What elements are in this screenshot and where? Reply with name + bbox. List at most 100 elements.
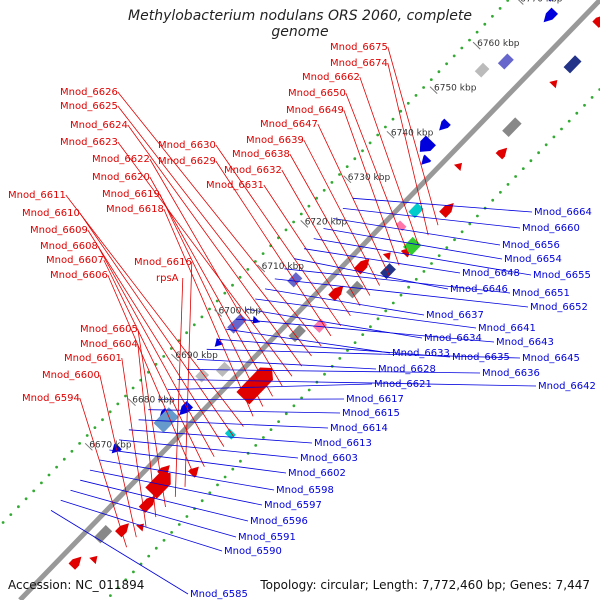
gene-label-reverse: Mnod_6656 (502, 240, 560, 251)
leader-line (274, 278, 529, 308)
guide-dot (116, 402, 120, 406)
gene-feature (563, 55, 582, 74)
gene-label-reverse: Mnod_6646 (450, 284, 508, 295)
gene-label-forward: Mnod_6623 (60, 137, 118, 148)
tick-label: 6670 kbp (89, 440, 132, 450)
tick-mark (472, 41, 481, 50)
guide-dot (491, 14, 494, 18)
tick-mark (214, 309, 223, 317)
leader-line (333, 218, 501, 246)
gene-feature (68, 556, 82, 570)
guide-dot (468, 222, 472, 226)
guide-dot (299, 212, 303, 216)
gene-feature (439, 118, 451, 131)
leader-line (284, 268, 511, 294)
gene-feature (224, 428, 236, 440)
leader-line (317, 123, 390, 276)
gene-feature (474, 62, 490, 78)
guide-dot (261, 252, 265, 256)
leader-line (387, 62, 429, 236)
gene-label-forward: Mnod_6608 (40, 241, 98, 252)
guide-dot (246, 268, 250, 271)
guide-dot (560, 127, 563, 131)
tick-mark (84, 442, 93, 451)
gene-label-reverse: Mnod_6648 (462, 268, 520, 279)
gene-feature (138, 495, 156, 513)
guide-dot (491, 198, 495, 202)
guide-dot (223, 475, 227, 479)
guide-dot (24, 497, 28, 501)
guide-dot (384, 309, 388, 313)
leader-line (127, 124, 303, 367)
topology-label: Topology: circular; Length: 7,772,460 bp… (260, 578, 590, 592)
gene-label-reverse: Mnod_6634 (424, 333, 482, 344)
leader-line (117, 91, 322, 347)
leader-line (226, 328, 391, 354)
gene-label-reverse: Mnod_6651 (512, 288, 570, 299)
gene-label-forward: Mnod_6624 (70, 120, 128, 131)
guide-dot (307, 204, 311, 208)
guide-dot (445, 62, 448, 66)
guide-dot (514, 175, 517, 178)
gene-label-reverse: Mnod_6628 (378, 364, 436, 375)
guide-dot (292, 220, 295, 224)
gene-feature (346, 280, 364, 299)
guide-dot (315, 196, 318, 200)
kbp-ticks: 6670 kbp 6680 kbp 6690 kbp 6700 kbp 6710 kbp… (84, 0, 563, 451)
gene-label-reverse: Mnod_6645 (522, 353, 580, 364)
leader-line (103, 259, 205, 467)
leader-line (167, 383, 373, 390)
guide-dot (414, 277, 418, 281)
guide-dot (55, 465, 58, 469)
leader-line (359, 76, 419, 246)
guide-dot (376, 133, 380, 137)
leader-line (174, 277, 184, 497)
gene-feature (592, 15, 600, 28)
guide-dot (254, 260, 257, 263)
gene-feature (287, 272, 303, 288)
guide-dot (391, 301, 395, 305)
guide-dot (177, 523, 181, 526)
gene-feature (227, 313, 247, 334)
gene-label-forward: Mnod_6618 (106, 204, 164, 215)
guide-dot (124, 394, 127, 398)
guide-dot (498, 6, 502, 10)
guide-dot (483, 22, 487, 26)
guide-dot (323, 372, 326, 376)
gene-label-reverse: Mnod_6598 (276, 485, 334, 496)
gene-feature (179, 401, 194, 416)
leader-line (184, 261, 193, 487)
guide-dot (93, 426, 97, 429)
gene-label-forward: Mnod_6616 (134, 257, 192, 268)
guide-dot (162, 538, 166, 542)
leader-line (148, 409, 341, 414)
guide-dot (445, 246, 449, 250)
gene-label-forward: Mnod_6609 (30, 225, 88, 236)
guide-dot (330, 181, 334, 184)
guide-dot (147, 554, 151, 558)
gene-label-reverse: Mnod_6591 (238, 532, 296, 543)
tick-label: 6740 kbp (391, 128, 434, 138)
guide-dot (552, 135, 556, 139)
gene-label-reverse: Mnod_6597 (264, 500, 322, 511)
guide-dot (521, 167, 525, 171)
guide-dot (429, 78, 433, 81)
guide-dot (338, 357, 342, 360)
guide-dot (9, 513, 13, 516)
gene-label-forward: Mnod_6611 (8, 190, 66, 201)
gene-label-forward: Mnod_6650 (288, 88, 346, 99)
gene-feature (502, 117, 522, 138)
guide-dot (32, 489, 36, 493)
leader-line (99, 459, 275, 491)
guide-dot (384, 125, 387, 129)
gene-label-forward: Mnod_6605 (80, 324, 138, 335)
guide-dot (47, 473, 51, 477)
gene-label-forward: Mnod_6620 (92, 172, 150, 183)
gene-label-reverse: Mnod_6660 (522, 223, 580, 234)
leader-line (255, 298, 477, 329)
leader-line (313, 238, 532, 276)
gene-label-forward: Mnod_6649 (286, 105, 344, 116)
gene-label-forward: Mnod_6601 (64, 353, 122, 364)
gene-feature (288, 324, 306, 343)
leader-line (265, 288, 425, 316)
